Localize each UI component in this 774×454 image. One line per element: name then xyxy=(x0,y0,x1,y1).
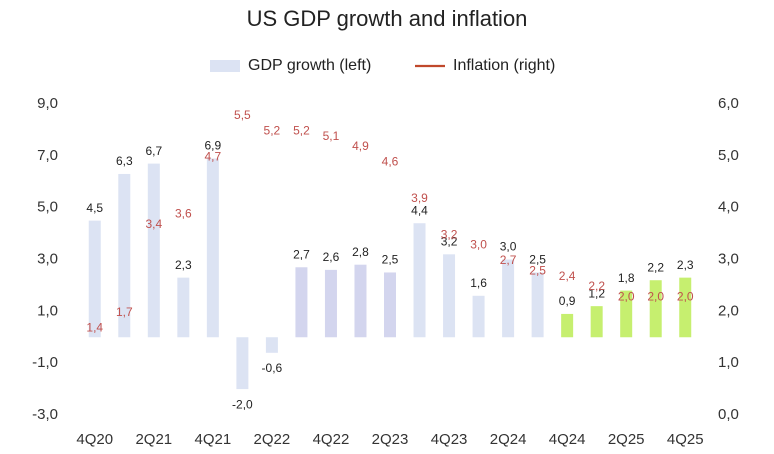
bar xyxy=(649,280,662,338)
bar-value-label: 3,2 xyxy=(441,234,458,248)
bar-value-label: 4,5 xyxy=(86,201,103,215)
bar xyxy=(147,163,160,338)
line-value-label: 4,9 xyxy=(352,139,369,153)
line-value-label: 5,1 xyxy=(323,129,340,143)
line-value-label: 3,2 xyxy=(441,227,458,241)
legend-label: GDP growth (left) xyxy=(248,57,371,74)
bar xyxy=(265,337,278,353)
bar xyxy=(354,264,367,338)
x-tick-label: 4Q25 xyxy=(667,431,704,448)
bar-value-label: 4,4 xyxy=(411,203,428,217)
x-tick-label: 4Q21 xyxy=(195,431,232,448)
y-tick-label: 5,0 xyxy=(37,199,58,216)
bar-value-label: 3,0 xyxy=(500,240,517,254)
bar-value-label: 6,3 xyxy=(116,154,133,168)
bar-value-label: 2,3 xyxy=(677,258,694,272)
x-tick-label: 2Q22 xyxy=(254,431,291,448)
line-value-label: 3,6 xyxy=(175,207,192,221)
line-value-label: 5,5 xyxy=(234,108,251,122)
line-value-label: 5,2 xyxy=(264,124,281,138)
bar-value-label: 1,8 xyxy=(618,271,635,285)
line-value-label: 1,4 xyxy=(86,321,103,335)
bar-value-label: 2,2 xyxy=(647,260,664,274)
bar-value-label: -0,6 xyxy=(262,361,283,375)
x-tick-label: 2Q25 xyxy=(608,431,645,448)
x-tick-label: 4Q20 xyxy=(76,431,113,448)
bar xyxy=(384,272,396,338)
line-value-label: 4,6 xyxy=(382,155,399,169)
bar-value-label: 6,9 xyxy=(205,139,222,153)
line-value-label: 3,0 xyxy=(470,238,487,252)
bar-value-label: 2,8 xyxy=(352,245,369,259)
bar-value-label: 2,6 xyxy=(323,250,340,264)
legend-label: Inflation (right) xyxy=(453,57,555,74)
bar-value-label: 2,5 xyxy=(382,253,399,267)
bar xyxy=(413,223,426,338)
y2-tick-label: 1,0 xyxy=(718,354,739,371)
line-value-label: 4,7 xyxy=(205,150,222,164)
bar-value-label: 2,5 xyxy=(529,253,546,267)
bar-value-label: 2,7 xyxy=(293,247,310,261)
line-value-label: 2,7 xyxy=(500,253,517,267)
x-tick-label: 2Q23 xyxy=(372,431,409,448)
line-value-label: 2,0 xyxy=(618,290,635,304)
bar xyxy=(502,259,515,338)
bar xyxy=(236,337,249,390)
x-tick-label: 4Q24 xyxy=(549,431,586,448)
line-value-label: 1,7 xyxy=(116,305,133,319)
line-value-label: 3,9 xyxy=(411,191,428,205)
line-value-label: 2,2 xyxy=(588,279,605,293)
x-tick-label: 4Q22 xyxy=(313,431,350,448)
bar xyxy=(472,295,485,338)
line-value-label: 2,0 xyxy=(677,290,694,304)
line-value-label: 2,5 xyxy=(529,264,546,278)
y-tick-label: 3,0 xyxy=(37,250,58,267)
x-tick-label: 2Q24 xyxy=(490,431,527,448)
bar xyxy=(88,220,101,338)
line-value-label: 3,4 xyxy=(145,217,162,231)
bar-value-label: 0,9 xyxy=(559,294,576,308)
bar xyxy=(620,290,633,338)
bar xyxy=(590,306,603,338)
y-tick-label: -3,0 xyxy=(32,406,58,423)
legend-swatch xyxy=(210,60,240,72)
y2-tick-label: 3,0 xyxy=(718,250,739,267)
bar xyxy=(295,267,308,338)
bar-value-label: 2,3 xyxy=(175,258,192,272)
y2-tick-label: 5,0 xyxy=(718,147,739,164)
y2-tick-label: 4,0 xyxy=(718,199,739,216)
line-value-label: 2,0 xyxy=(647,290,664,304)
bar-value-label: 1,2 xyxy=(588,286,605,300)
line-value-label: 5,2 xyxy=(293,124,310,138)
bar xyxy=(177,277,190,338)
x-tick-label: 2Q21 xyxy=(135,431,172,448)
y2-tick-label: 2,0 xyxy=(718,302,739,319)
bar-value-label: 6,7 xyxy=(145,144,162,158)
bar xyxy=(324,269,337,338)
y2-tick-label: 0,0 xyxy=(718,406,739,423)
bar xyxy=(206,158,219,338)
line-value-label: 2,4 xyxy=(559,269,576,283)
bar xyxy=(561,313,574,338)
bar-value-label: 1,6 xyxy=(470,276,487,290)
bar xyxy=(531,272,544,338)
bar xyxy=(443,254,456,338)
bar xyxy=(118,173,131,338)
y-tick-label: 1,0 xyxy=(37,302,58,319)
bar-value-label: -2,0 xyxy=(232,397,253,411)
bar xyxy=(679,277,692,338)
chart-title: US GDP growth and inflation xyxy=(247,6,528,31)
x-tick-label: 4Q23 xyxy=(431,431,468,448)
y-tick-label: -1,0 xyxy=(32,354,58,371)
y-tick-label: 9,0 xyxy=(37,95,58,112)
y-tick-label: 7,0 xyxy=(37,147,58,164)
y2-tick-label: 6,0 xyxy=(718,95,739,112)
